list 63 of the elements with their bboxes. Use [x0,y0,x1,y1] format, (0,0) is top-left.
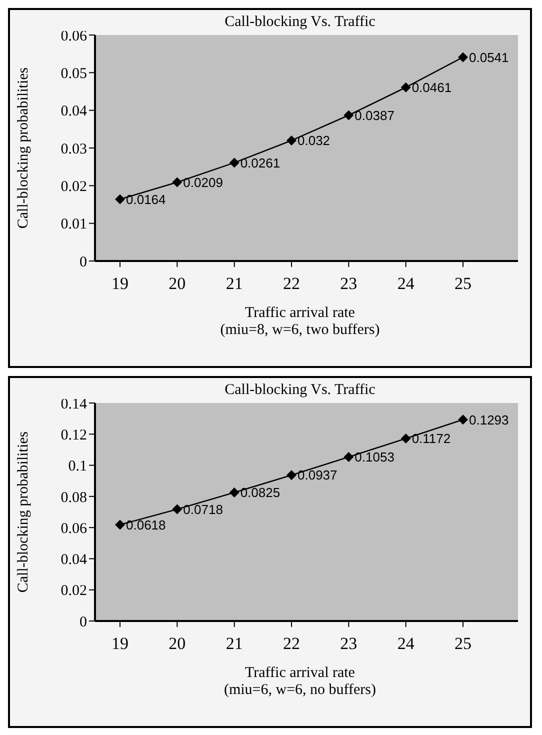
y-axis-title: Call-blocking probabilities [15,67,32,229]
y-tick-label: 0.05 [60,66,87,82]
data-label: 0.0718 [183,502,223,517]
data-label: 0.1053 [354,450,394,465]
chart-title: Call-blocking Vs. Traffic [224,382,376,398]
data-label: 0.1172 [412,431,451,446]
x-tick-label: 20 [168,634,186,654]
y-tick-label: 0.06 [60,520,88,537]
y-tick-label: 0.08 [60,490,87,506]
data-label: 0.0937 [298,468,338,483]
data-label: 0.0209 [183,174,223,190]
data-label: 0.0618 [126,517,166,532]
y-tick-label: 0.1 [68,458,87,475]
y-tick-label: 0.01 [60,216,87,233]
y-tick-label: 0.03 [60,141,87,158]
point [400,82,411,92]
point [344,110,354,120]
y-tick-label: 0.04 [60,104,88,120]
x-tick-label: 23 [340,274,358,294]
y-tick-label: 0.02 [60,178,87,195]
y-tick-label: 0.04 [60,552,88,568]
text: (miu=8, w=6, two buffers) [219,322,381,339]
x-tick-label: 23 [340,634,358,654]
data-label: 0.0164 [126,192,166,207]
point [172,177,182,188]
data-label: 0.0461 [412,80,452,95]
y-tick-label: 0 [80,254,87,270]
x-tick-label: 19 [112,274,128,294]
point [458,52,468,62]
x-tick-label: 20 [168,274,186,294]
data-label: 0.0825 [240,485,280,500]
point [115,520,125,530]
x-axis-title: Traffic arrival rate [244,305,356,322]
y-tick-label: 0 [80,614,87,630]
point [229,158,240,168]
x-tick-label: 24 [397,274,415,294]
x-tick-label: 22 [283,634,300,654]
data-label: 0.0387 [354,108,394,123]
y-tick-label: 0.12 [60,427,87,444]
x-axis-title: Traffic arrival rate [244,665,356,682]
point [286,135,296,146]
x-tick-label: 21 [226,634,243,654]
point [229,488,240,498]
data-label: 0.0261 [240,155,280,170]
x-tick-label: 22 [283,274,300,294]
y-axis-title: Call-blocking probabilities [15,431,32,593]
chart-title: Call-blocking Vs. Traffic [224,14,376,30]
x-tick-label: 21 [226,274,243,294]
point [458,414,468,425]
data-label: 0.0541 [469,50,509,65]
point [400,434,411,444]
x-tick-label: 25 [454,634,472,654]
point [115,194,125,204]
point [344,452,354,462]
y-tick-label: 0.02 [60,583,87,600]
point [286,470,296,480]
data-label: 0.1293 [469,412,509,428]
x-tick-label: 25 [454,274,472,294]
text: (miu=6, w=6, no buffers) [222,682,378,699]
x-tick-label: 19 [112,634,128,654]
point [172,504,182,514]
x-tick-label: 24 [397,634,415,654]
data-label: 0.032 [298,133,330,148]
